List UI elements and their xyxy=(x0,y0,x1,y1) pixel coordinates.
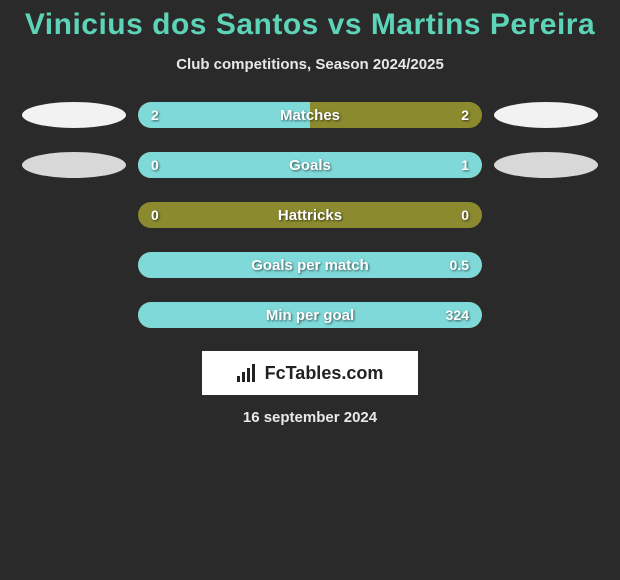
stat-row: 01Goals xyxy=(0,151,620,179)
subtitle: Club competitions, Season 2024/2025 xyxy=(0,56,620,73)
attribution-box: FcTables.com xyxy=(202,351,418,395)
stat-row: 00Hattricks xyxy=(0,201,620,229)
stat-bar: 324Min per goal xyxy=(138,302,482,328)
left-shape-slot xyxy=(16,152,126,178)
stat-label: Min per goal xyxy=(138,302,482,328)
stat-row: 22Matches xyxy=(0,101,620,129)
page-title: Vinicius dos Santos vs Martins Pereira xyxy=(0,8,620,42)
left-shape-slot xyxy=(16,102,126,128)
comparison-card: Vinicius dos Santos vs Martins Pereira C… xyxy=(0,0,620,426)
attribution-label: FcTables.com xyxy=(265,363,384,384)
stat-bar: 01Goals xyxy=(138,152,482,178)
right-shape-slot xyxy=(494,302,604,328)
right-ellipse-icon xyxy=(494,102,598,128)
attribution-text: FcTables.com xyxy=(237,363,384,384)
stat-label: Goals xyxy=(138,152,482,178)
stat-row: 324Min per goal xyxy=(0,301,620,329)
left-ellipse-icon xyxy=(22,152,126,178)
left-shape-slot xyxy=(16,302,126,328)
stat-bar: 0.5Goals per match xyxy=(138,252,482,278)
right-ellipse-icon xyxy=(494,152,598,178)
left-ellipse-icon xyxy=(22,102,126,128)
left-shape-slot xyxy=(16,252,126,278)
stats-rows: 22Matches 01Goals 00Hattricks 0.5Goals per … xyxy=(0,101,620,329)
date-label: 16 september 2024 xyxy=(0,409,620,426)
stat-bar: 00Hattricks xyxy=(138,202,482,228)
right-shape-slot xyxy=(494,152,604,178)
right-shape-slot xyxy=(494,252,604,278)
stat-label: Goals per match xyxy=(138,252,482,278)
right-shape-slot xyxy=(494,102,604,128)
bar-chart-icon xyxy=(237,364,259,382)
stat-label: Matches xyxy=(138,102,482,128)
left-shape-slot xyxy=(16,202,126,228)
stat-row: 0.5Goals per match xyxy=(0,251,620,279)
right-shape-slot xyxy=(494,202,604,228)
stat-bar: 22Matches xyxy=(138,102,482,128)
stat-label: Hattricks xyxy=(138,202,482,228)
